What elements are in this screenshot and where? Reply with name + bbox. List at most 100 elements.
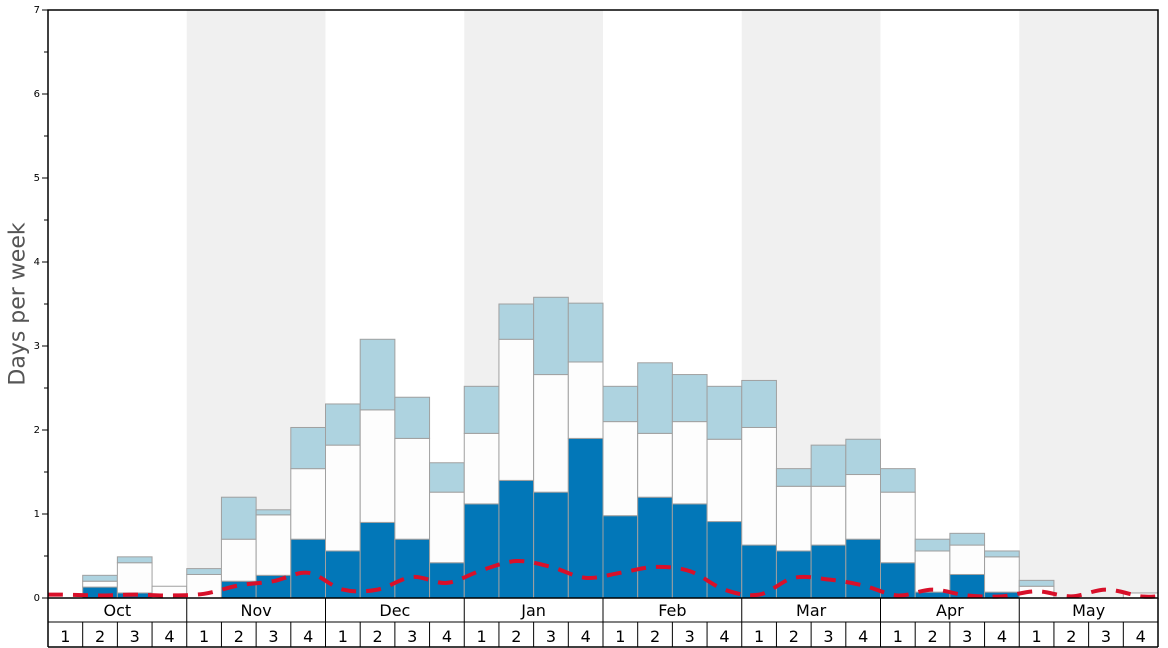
bar-middle [602,421,639,517]
bar-bottom [359,521,396,599]
week-label: 4 [303,627,313,646]
week-label: 2 [927,627,937,646]
week-label: 3 [407,627,417,646]
month-label: May [1072,601,1105,620]
bar-top [741,379,777,428]
bar-bottom [775,550,812,599]
month-label: Nov [241,601,272,620]
bar-middle [567,361,604,439]
week-label: 3 [130,627,140,646]
bar-middle [637,432,673,498]
bar-top [463,385,500,434]
bar-top [810,444,847,487]
week-label: 1 [338,627,348,646]
bar-middle [463,432,500,505]
bar-top [82,574,118,582]
month-band [1019,10,1158,598]
bar-middle [394,437,431,540]
bar-top [359,338,396,411]
bar-bottom [706,521,743,599]
week-label: 3 [962,627,972,646]
bar-middle [325,444,361,552]
month-label: Jan [520,601,546,620]
bar-top [429,462,465,493]
bar-bottom [602,515,639,599]
bar-middle [533,374,569,493]
bar-top [602,385,639,423]
bar-bottom [533,491,569,599]
week-label: 4 [442,627,452,646]
y-tick-label: 0 [34,593,40,604]
bar-middle [984,556,1020,593]
week-label: 4 [858,627,868,646]
bar-top [775,468,812,487]
week-label: 1 [754,627,764,646]
y-tick-label: 1 [34,509,40,520]
bar-middle [706,438,743,523]
week-label: 2 [372,627,382,646]
bar-middle [290,468,326,540]
week-label: 2 [789,627,799,646]
y-tick-label: 7 [34,5,40,16]
week-label: 2 [95,627,105,646]
week-label: 3 [268,627,278,646]
bar-middle [880,491,916,564]
bar-top [290,426,326,470]
bar-bottom [498,479,535,599]
bar-middle [810,485,847,546]
week-label: 3 [546,627,556,646]
y-tick-label: 4 [34,257,40,268]
bar-bottom [463,503,500,599]
bar-middle [82,580,118,588]
plot-frame [47,9,1159,599]
month-label: Dec [379,601,410,620]
week-label: 4 [581,627,591,646]
week-label: 2 [234,627,244,646]
week-label: 1 [199,627,209,646]
week-label: 2 [650,627,660,646]
bar-top [186,568,222,575]
week-label: 3 [823,627,833,646]
bar-top [845,438,881,476]
bar-middle [949,544,986,575]
y-axis: 0 1 2 3 4 5 6 7 [34,5,48,604]
y-tick-label: 3 [34,341,40,352]
bar-middle [845,474,881,540]
bar-top [498,303,535,340]
week-label: 4 [997,627,1007,646]
week-label: 3 [685,627,695,646]
month-label: Apr [936,601,964,620]
week-label: 1 [1032,627,1042,646]
bar-top [1018,579,1055,587]
bar-top [220,496,257,540]
y-tick-label: 2 [34,425,40,436]
bar-top [984,550,1020,558]
bar-top [255,509,292,516]
bar-middle [741,426,777,546]
bar-middle [359,409,396,523]
bar-middle [498,338,535,481]
bar-middle [116,562,153,594]
week-label: 4 [719,627,729,646]
bar-bottom [637,496,673,599]
bar-middle [671,421,708,505]
week-label: 1 [893,627,903,646]
bar-bottom [880,562,916,599]
bar-top [394,396,431,439]
bar-bottom [290,538,326,599]
bar-middle [255,514,292,576]
week-label: 1 [477,627,487,646]
bar-top [533,296,569,376]
bar-bottom [671,503,708,599]
bar-top [116,556,153,564]
bar-top [880,468,916,493]
week-label: 4 [1136,627,1146,646]
x-axis: Oct Nov Dec Jan Feb Mar Apr May 1 2 3 4 1 2 3 4 1 2 3 4 1 2 3 4… [47,598,1159,648]
bar-bottom [429,562,465,599]
bar-top [671,374,708,423]
bar-top [637,362,673,434]
bar-middle [429,491,465,564]
bar-top [949,532,986,546]
bar-bottom [567,437,604,599]
